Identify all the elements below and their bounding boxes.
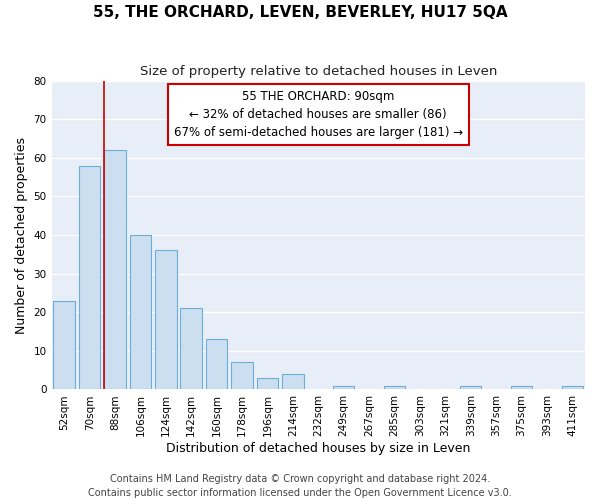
Bar [155,250,176,390]
Text: 55, THE ORCHARD, LEVEN, BEVERLEY, HU17 5QA: 55, THE ORCHARD, LEVEN, BEVERLEY, HU17 5… [92,5,508,20]
Text: 55 THE ORCHARD: 90sqm
← 32% of detached houses are smaller (86)
67% of semi-deta: 55 THE ORCHARD: 90sqm ← 32% of detached … [174,90,463,139]
X-axis label: Distribution of detached houses by size in Leven: Distribution of detached houses by size … [166,442,470,455]
Bar [562,386,583,390]
Bar [282,374,304,390]
Text: Contains HM Land Registry data © Crown copyright and database right 2024.
Contai: Contains HM Land Registry data © Crown c… [88,474,512,498]
Bar [257,378,278,390]
Y-axis label: Number of detached properties: Number of detached properties [15,136,28,334]
Bar [333,386,355,390]
Bar [383,386,405,390]
Bar [104,150,126,390]
Bar [460,386,481,390]
Bar [511,386,532,390]
Bar [53,300,75,390]
Bar [206,340,227,390]
Title: Size of property relative to detached houses in Leven: Size of property relative to detached ho… [140,65,497,78]
Bar [79,166,100,390]
Bar [231,362,253,390]
Bar [130,235,151,390]
Bar [181,308,202,390]
